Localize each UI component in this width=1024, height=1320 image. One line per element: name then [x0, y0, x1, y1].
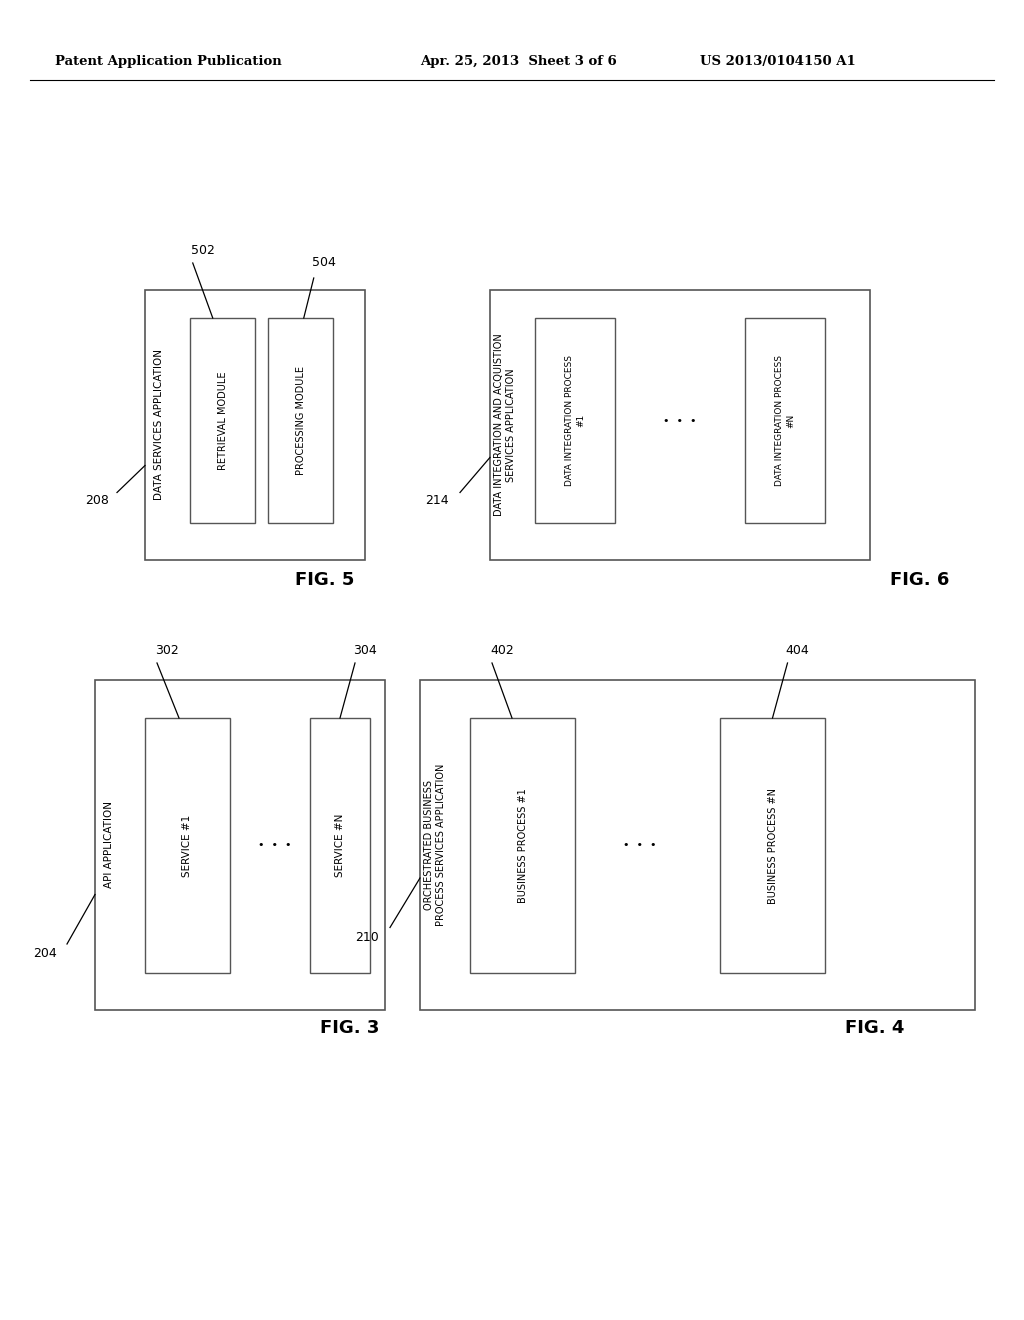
- Bar: [535, 318, 615, 523]
- Text: 208: 208: [85, 494, 109, 507]
- Bar: [310, 718, 370, 973]
- Bar: [420, 680, 975, 1010]
- Text: 302: 302: [155, 644, 179, 656]
- Text: •  •  •: • • •: [258, 841, 292, 850]
- Text: 404: 404: [785, 644, 809, 656]
- Text: 204: 204: [33, 948, 56, 961]
- Bar: [145, 718, 230, 973]
- Text: DATA INTEGRATION PROCESS
#N: DATA INTEGRATION PROCESS #N: [775, 355, 795, 486]
- Text: BUSINESS PROCESS #N: BUSINESS PROCESS #N: [768, 788, 777, 903]
- Text: •  •  •: • • •: [664, 416, 696, 425]
- Bar: [470, 718, 575, 973]
- Text: 304: 304: [353, 644, 377, 656]
- Text: FIG. 6: FIG. 6: [890, 572, 949, 589]
- Bar: [190, 318, 255, 523]
- Bar: [145, 290, 365, 560]
- Text: FIG. 4: FIG. 4: [845, 1019, 904, 1038]
- Text: API APPLICATION: API APPLICATION: [104, 801, 114, 888]
- Text: SERVICE #1: SERVICE #1: [182, 814, 193, 876]
- Text: PROCESSING MODULE: PROCESSING MODULE: [296, 366, 305, 475]
- Text: Patent Application Publication: Patent Application Publication: [55, 55, 282, 69]
- Text: 502: 502: [190, 243, 215, 256]
- Text: FIG. 3: FIG. 3: [319, 1019, 379, 1038]
- Text: ORCHESTRATED BUSINESS
PROCESS SERVICES APPLICATION: ORCHESTRATED BUSINESS PROCESS SERVICES A…: [424, 764, 446, 927]
- Text: SERVICE #N: SERVICE #N: [335, 814, 345, 878]
- Text: DATA SERVICES APPLICATION: DATA SERVICES APPLICATION: [154, 350, 164, 500]
- Text: 504: 504: [311, 256, 336, 269]
- Text: FIG. 5: FIG. 5: [295, 572, 354, 589]
- Text: DATA INTEGRATION AND ACQUISTION
SERVICES APPLICATION: DATA INTEGRATION AND ACQUISTION SERVICES…: [494, 334, 516, 516]
- Text: DATA INTEGRATION PROCESS
#1: DATA INTEGRATION PROCESS #1: [565, 355, 585, 486]
- Bar: [720, 718, 825, 973]
- Bar: [268, 318, 333, 523]
- Text: RETRIEVAL MODULE: RETRIEVAL MODULE: [217, 371, 227, 470]
- Text: Apr. 25, 2013  Sheet 3 of 6: Apr. 25, 2013 Sheet 3 of 6: [420, 55, 616, 69]
- Text: 214: 214: [425, 494, 449, 507]
- Bar: [490, 290, 870, 560]
- Bar: [745, 318, 825, 523]
- Text: BUSINESS PROCESS #1: BUSINESS PROCESS #1: [517, 788, 527, 903]
- Bar: [95, 680, 385, 1010]
- Text: •  •  •: • • •: [624, 841, 656, 850]
- Text: US 2013/0104150 A1: US 2013/0104150 A1: [700, 55, 856, 69]
- Text: 210: 210: [355, 931, 379, 944]
- Text: 402: 402: [490, 644, 514, 656]
